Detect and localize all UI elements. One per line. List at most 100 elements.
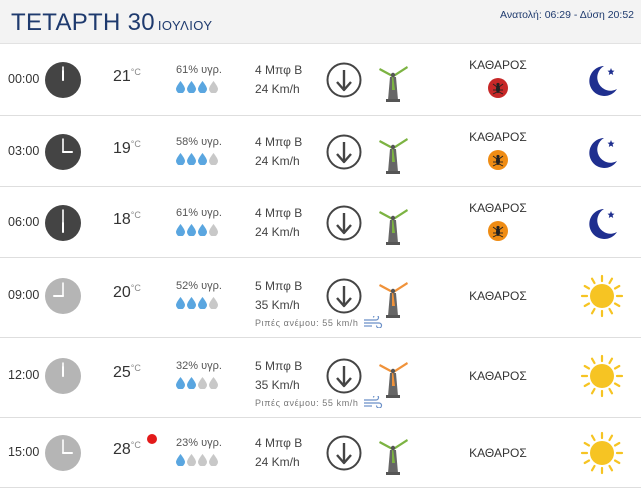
- day-name: ΤΕΤΑΡΤΗ 30: [11, 9, 155, 36]
- time-label: 00:00: [8, 72, 40, 86]
- water-drop-icon: [176, 297, 185, 309]
- wind-speed: 24 Km/h: [255, 455, 300, 469]
- temperature-value: 25: [113, 364, 131, 381]
- humidity-drops: [176, 153, 236, 165]
- clock-icon: [45, 134, 81, 170]
- wind-direction-icon: [326, 134, 362, 170]
- clock-icon: [45, 358, 81, 394]
- wind-info: 4 Μπφ Β 24 Km/h: [255, 204, 302, 242]
- humidity: 58% υγρ.: [176, 136, 236, 165]
- temperature-value: 19: [113, 140, 131, 157]
- humidity-text: 61% υγρ.: [176, 207, 222, 219]
- water-drop-icon: [176, 454, 185, 466]
- temperature-unit: °C: [130, 440, 141, 450]
- water-drop-icon: [187, 454, 196, 466]
- humidity-drops: [176, 377, 236, 389]
- sky-condition-text: ΚΑΘΑΡΟΣ: [469, 289, 527, 303]
- water-drop-icon: [187, 377, 196, 389]
- sky-condition-text: ΚΑΘΑΡΟΣ: [469, 369, 527, 383]
- wind-gusts: Ριπές ανέμου: 55 km/h: [255, 394, 383, 410]
- sky-condition: ΚΑΘΑΡΟΣ: [436, 446, 560, 460]
- time-label: 15:00: [8, 445, 40, 459]
- wind-speed: 24 Km/h: [255, 154, 300, 168]
- sun-icon: [580, 354, 624, 398]
- day-header: ΤΕΤΑΡΤΗ 30 ΙΟΥΛΙΟΥ Ανατολή: 06:29 - Δύση …: [0, 0, 641, 44]
- forecast-row: 03:00 19°C 58% υγρ. 4 Μπφ Β 24 Km/h ΚΑΘΑΡΟΣ: [0, 116, 641, 187]
- sky-condition-text: ΚΑΘΑΡΟΣ: [469, 201, 527, 215]
- wind-direction-icon: [326, 62, 362, 98]
- wind-beaufort: 4 Μπφ Β: [255, 135, 303, 149]
- sky-condition: ΚΑΘΑΡΟΣ: [436, 58, 560, 98]
- water-drop-icon: [198, 81, 207, 93]
- wind-beaufort: 4 Μπφ Β: [255, 63, 303, 77]
- forecast-table: 00:00 21°C 61% υγρ. 4 Μπφ Β 24 Km/h ΚΑΘΑΡΟΣ 03…: [0, 44, 641, 488]
- water-drop-icon: [198, 454, 207, 466]
- wind-beaufort: 5 Μπφ Β: [255, 359, 303, 373]
- wind-info: 5 Μπφ Β 35 Km/h: [255, 277, 302, 315]
- forecast-row: 09:00 20°C 52% υγρ. 5 Μπφ Β 35 Km/h Ριπές ανέ…: [0, 258, 641, 338]
- water-drop-icon: [176, 377, 185, 389]
- temperature-value: 20: [113, 284, 131, 301]
- wind-direction-icon: [326, 358, 362, 394]
- clock-icon: [45, 205, 81, 241]
- time-label: 03:00: [8, 144, 40, 158]
- water-drop-icon: [176, 224, 185, 236]
- wind-speed: 35 Km/h: [255, 378, 300, 392]
- wind-speed: 35 Km/h: [255, 298, 300, 312]
- water-drop-icon: [198, 153, 207, 165]
- humidity-drops: [176, 224, 236, 236]
- moon-icon: [580, 201, 624, 245]
- temperature: 19°C: [113, 139, 141, 158]
- wind-beaufort: 4 Μπφ Β: [255, 206, 303, 220]
- wind-speed: 24 Km/h: [255, 225, 300, 239]
- water-drop-icon: [209, 297, 218, 309]
- humidity: 52% υγρ.: [176, 280, 236, 309]
- water-drop-icon: [187, 153, 196, 165]
- wind-gusts: Ριπές ανέμου: 55 km/h: [255, 314, 383, 330]
- temperature-unit: °C: [130, 283, 141, 293]
- temperature: 21°C: [113, 67, 141, 86]
- mosquito-orange-icon: [488, 150, 508, 170]
- humidity-drops: [176, 454, 236, 466]
- wind-info: 4 Μπφ Β 24 Km/h: [255, 434, 302, 472]
- wind-gusts-text: Ριπές ανέμου: 55 km/h: [255, 318, 359, 328]
- sky-condition: ΚΑΘΑΡΟΣ: [436, 289, 560, 303]
- water-drop-icon: [176, 81, 185, 93]
- water-drop-icon: [209, 153, 218, 165]
- temperature-unit: °C: [130, 210, 141, 220]
- water-drop-icon: [209, 81, 218, 93]
- wind-turbine-icon: [376, 205, 410, 245]
- wind-direction-icon: [326, 205, 362, 241]
- time-label: 09:00: [8, 288, 40, 302]
- mosquito-red-icon: [488, 78, 508, 98]
- clock-icon: [45, 62, 81, 98]
- sky-condition-text: ΚΑΘΑΡΟΣ: [469, 130, 527, 144]
- temperature-unit: °C: [130, 67, 141, 77]
- wind-info: 5 Μπφ Β 35 Km/h: [255, 357, 302, 395]
- water-drop-icon: [209, 224, 218, 236]
- alert-dot-icon[interactable]: [146, 434, 157, 444]
- sky-condition: ΚΑΘΑΡΟΣ: [436, 130, 560, 170]
- wind-speed: 24 Km/h: [255, 82, 300, 96]
- humidity-text: 58% υγρ.: [176, 136, 222, 148]
- wind-turbine-icon: [376, 62, 410, 102]
- mosquito-orange-icon: [488, 221, 508, 241]
- temperature: 25°C: [113, 363, 141, 382]
- humidity-text: 32% υγρ.: [176, 360, 222, 372]
- humidity-text: 52% υγρ.: [176, 280, 222, 292]
- month-name: ΙΟΥΛΙΟΥ: [157, 18, 213, 33]
- water-drop-icon: [187, 224, 196, 236]
- temperature: 18°C: [113, 210, 141, 229]
- wind-direction-icon: [326, 278, 362, 314]
- moon-icon: [580, 130, 624, 174]
- water-drop-icon: [187, 81, 196, 93]
- temperature-value: 21: [113, 68, 131, 85]
- sun-icon: [580, 274, 624, 318]
- wind-beaufort: 4 Μπφ Β: [255, 436, 303, 450]
- water-drop-icon: [198, 224, 207, 236]
- temperature-unit: °C: [130, 139, 141, 149]
- moon-icon: [580, 58, 624, 102]
- sun-icon: [580, 431, 624, 475]
- forecast-row: 00:00 21°C 61% υγρ. 4 Μπφ Β 24 Km/h ΚΑΘΑΡΟΣ: [0, 44, 641, 116]
- sunrise-sunset: Ανατολή: 06:29 - Δύση 20:52: [500, 9, 634, 21]
